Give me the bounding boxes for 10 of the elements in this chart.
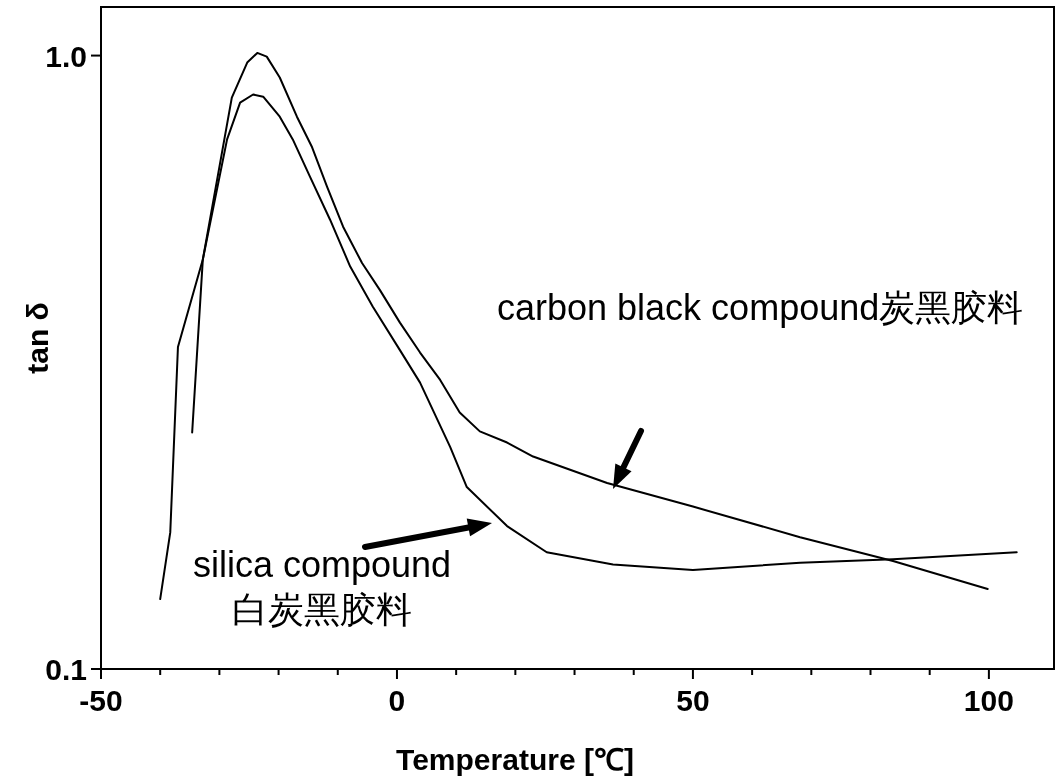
y-tick-label: 1.0	[45, 39, 87, 73]
x-tick-label: -50	[79, 684, 123, 717]
annotation: silica compound 白炭黑胶料	[192, 544, 452, 630]
annotation: carbon black compound炭黑胶料	[497, 287, 1024, 328]
x-axis-title: Temperature [℃]	[396, 743, 634, 776]
x-tick-label: 50	[676, 684, 710, 717]
x-tick-label: 0	[388, 684, 406, 717]
x-tick-label: 100	[963, 684, 1014, 717]
y-tick-label: 0.1	[45, 653, 87, 686]
y-axis-title: tan δ	[21, 302, 54, 374]
